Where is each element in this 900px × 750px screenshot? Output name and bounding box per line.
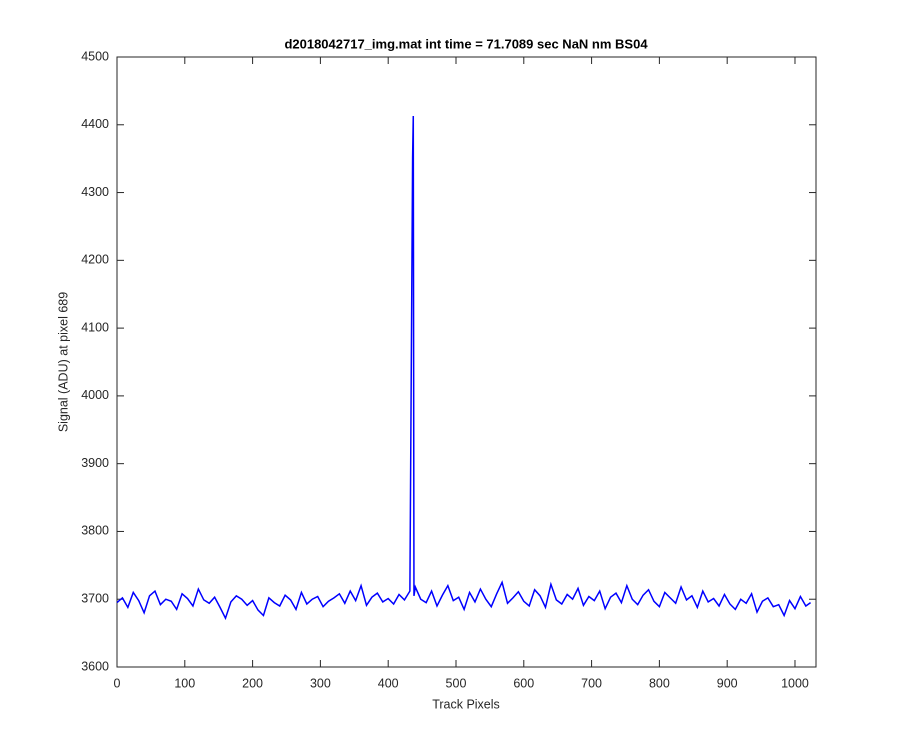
y-axis-label: Signal (ADU) at pixel 689 — [56, 292, 70, 432]
x-tick-label: 700 — [581, 676, 602, 690]
x-tick-label: 300 — [310, 676, 331, 690]
x-tick-label: 100 — [174, 676, 195, 690]
x-tick-label: 900 — [717, 676, 738, 690]
x-axis-label: Track Pixels — [432, 697, 500, 711]
y-tick-label: 3900 — [81, 456, 109, 470]
y-tick-label: 4500 — [81, 49, 109, 63]
chart-title: d2018042717_img.mat int time = 71.7089 s… — [284, 36, 648, 51]
plot-area — [116, 56, 817, 668]
x-tick-label: 400 — [378, 676, 399, 690]
y-tick-label: 3700 — [81, 592, 109, 606]
y-tick-label: 4000 — [81, 388, 109, 402]
x-tick-label: 500 — [446, 676, 467, 690]
y-tick-label: 4200 — [81, 253, 109, 267]
x-tick-label: 800 — [649, 676, 670, 690]
y-tick-label: 3600 — [81, 659, 109, 673]
y-tick-label: 4100 — [81, 320, 109, 334]
x-tick-label: 200 — [242, 676, 263, 690]
x-tick-label: 1000 — [781, 676, 809, 690]
data-line — [116, 115, 812, 621]
y-tick-label: 4300 — [81, 185, 109, 199]
x-tick-label: 0 — [114, 676, 121, 690]
y-tick-label: 3800 — [81, 524, 109, 538]
x-tick-label: 600 — [513, 676, 534, 690]
y-tick-label: 4400 — [81, 117, 109, 131]
